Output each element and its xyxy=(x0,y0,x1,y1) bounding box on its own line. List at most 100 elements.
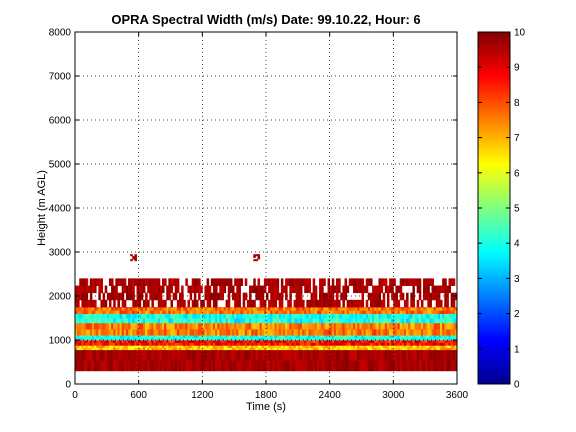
heatmap-cell xyxy=(276,292,280,301)
heatmap-cell xyxy=(94,349,97,361)
heatmap-cell xyxy=(329,349,333,361)
heatmap-cell xyxy=(234,347,237,351)
heatmap-cell xyxy=(348,307,352,311)
heatmap-cell xyxy=(454,313,457,319)
heatmap-cell xyxy=(450,278,454,286)
heatmap-cell xyxy=(391,285,394,294)
heatmap-cell xyxy=(295,292,299,301)
heatmap-cell xyxy=(437,313,441,319)
heatmap-cell xyxy=(79,307,82,311)
heatmap-cell xyxy=(268,307,271,311)
heatmap-cell xyxy=(357,337,360,341)
heatmap-cell xyxy=(412,278,415,286)
heatmap-cell xyxy=(195,322,199,330)
heatmap-cell xyxy=(75,337,78,341)
heatmap-cell xyxy=(272,322,275,330)
heatmap-cell xyxy=(291,313,294,319)
heatmap-cell xyxy=(187,360,190,372)
heatmap-cell xyxy=(431,310,435,314)
heatmap-cell xyxy=(98,307,101,311)
heatmap-cell xyxy=(452,345,456,348)
heatmap-cell xyxy=(134,278,137,286)
heatmap-cell xyxy=(418,310,422,314)
heatmap-cell xyxy=(333,347,337,351)
heatmap-cell xyxy=(423,310,426,314)
heatmap-cell xyxy=(187,307,190,311)
heatmap-cell xyxy=(427,310,430,314)
heatmap-cell xyxy=(164,360,167,372)
heatmap-cell xyxy=(412,285,415,294)
heatmap-cell xyxy=(238,310,241,314)
heatmap-cell xyxy=(257,292,261,301)
heatmap-cell xyxy=(361,292,365,301)
heatmap-cell xyxy=(266,307,269,311)
heatmap-cell xyxy=(280,310,284,314)
heatmap-cell xyxy=(327,349,331,361)
heatmap-cell xyxy=(378,318,381,324)
heatmap-cell xyxy=(397,342,401,346)
heatmap-cell xyxy=(299,278,303,286)
heatmap-cell xyxy=(372,329,375,336)
heatmap-cell xyxy=(172,337,176,341)
heatmap-cell xyxy=(312,322,316,330)
heatmap-cell xyxy=(164,337,167,341)
heatmap-cell xyxy=(302,340,305,344)
heatmap-cell xyxy=(198,342,201,346)
heatmap-cell xyxy=(327,340,331,344)
heatmap-cell xyxy=(316,337,320,341)
heatmap-cell xyxy=(106,322,110,330)
heatmap-cell xyxy=(340,322,343,330)
heatmap-cell xyxy=(123,347,127,351)
heatmap-cell xyxy=(249,342,252,346)
heatmap-cell xyxy=(403,340,407,344)
heatmap-cell xyxy=(450,322,454,330)
heatmap-cell xyxy=(232,349,235,361)
heatmap-cell xyxy=(361,278,365,286)
heatmap-cell xyxy=(295,307,299,311)
y-tick-label: 4000 xyxy=(49,204,72,215)
heatmap-cell xyxy=(210,342,214,346)
heatmap-cell xyxy=(440,342,443,346)
heatmap-cell xyxy=(353,285,356,294)
heatmap-cell xyxy=(295,345,299,348)
heatmap-cell xyxy=(255,259,258,262)
heatmap-cell xyxy=(227,292,231,301)
heatmap-cell xyxy=(217,322,220,330)
heatmap-cell xyxy=(242,307,246,311)
heatmap-cell xyxy=(302,299,305,308)
heatmap-cell xyxy=(198,349,201,361)
heatmap-cell xyxy=(380,340,384,344)
heatmap-cell xyxy=(215,329,218,336)
heatmap-cell xyxy=(342,335,345,338)
heatmap-cell xyxy=(369,340,373,344)
heatmap-cell xyxy=(200,360,203,372)
heatmap-cell xyxy=(244,345,248,348)
heatmap-cell xyxy=(140,318,144,324)
heatmap-cell xyxy=(329,342,333,346)
heatmap-cell xyxy=(323,340,326,344)
heatmap-cell xyxy=(87,360,91,372)
heatmap-cell xyxy=(302,322,305,330)
heatmap-cell xyxy=(355,313,358,319)
heatmap-cell xyxy=(142,318,146,324)
heatmap-cell xyxy=(446,347,449,351)
heatmap-cell xyxy=(342,340,345,344)
heatmap-cell xyxy=(399,337,403,341)
heatmap-cell xyxy=(365,329,369,336)
heatmap-cell xyxy=(94,318,97,324)
heatmap-cell xyxy=(183,360,186,372)
heatmap-cell xyxy=(83,310,87,314)
heatmap-cell xyxy=(336,337,339,341)
heatmap-cell xyxy=(346,310,350,314)
heatmap-cell xyxy=(232,285,235,294)
heatmap-cell xyxy=(81,349,84,361)
heatmap-cell xyxy=(342,345,345,348)
heatmap-cell xyxy=(312,318,316,324)
heatmap-cell xyxy=(280,349,284,361)
heatmap-cell xyxy=(276,313,280,319)
heatmap-cell xyxy=(261,340,265,344)
heatmap-cell xyxy=(325,347,328,351)
heatmap-cell xyxy=(123,329,127,336)
heatmap-cell xyxy=(227,345,231,348)
heatmap-cell xyxy=(450,360,454,372)
